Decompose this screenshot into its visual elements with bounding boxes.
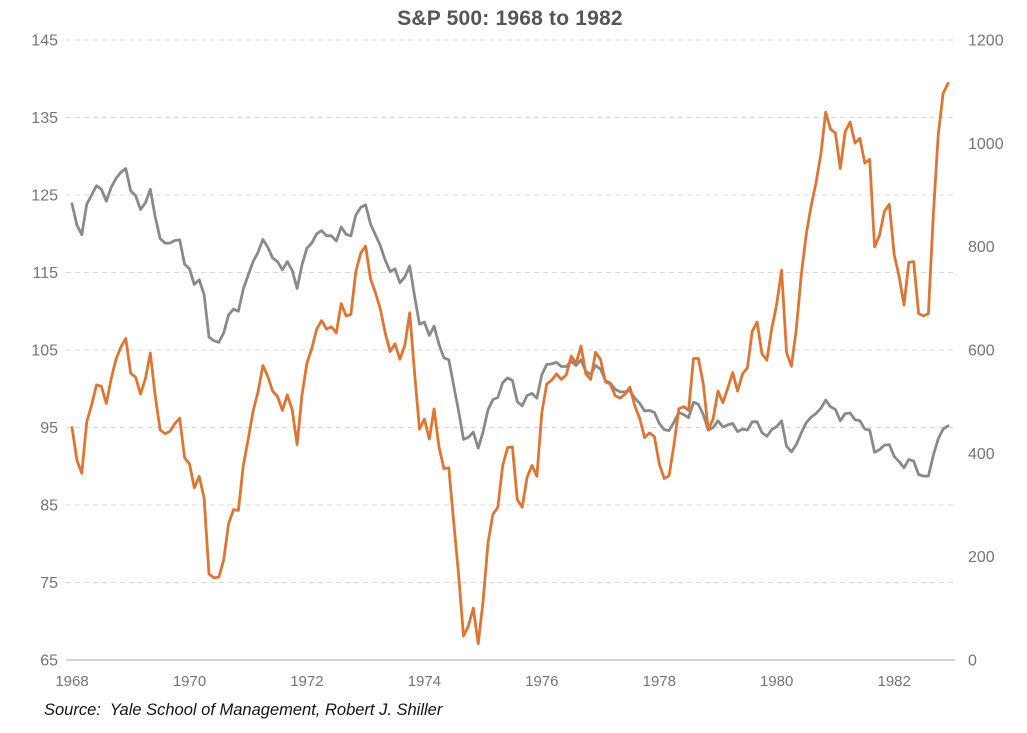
source-note: Source: Yale School of Management, Rober… <box>44 701 443 719</box>
left-axis-tick-label: 145 <box>31 33 58 50</box>
x-axis-tick-label: 1982 <box>878 673 911 690</box>
x-axis-tick-label: 1972 <box>290 673 323 690</box>
orange-line <box>70 82 950 646</box>
left-axis-tick-label: 105 <box>31 343 58 360</box>
x-axis-tick-label: 1978 <box>643 673 676 690</box>
right-axis-tick-label: 200 <box>968 549 995 566</box>
right-axis-tick-label: 1000 <box>968 136 1004 153</box>
right-axis-tick-label: 0 <box>968 653 977 670</box>
left-axis-tick-label: 85 <box>40 498 58 515</box>
right-axis-tick-label: 400 <box>968 446 995 463</box>
gray-line <box>70 167 950 478</box>
right-axis-tick-label: 1200 <box>968 33 1004 50</box>
left-axis-tick-label: 75 <box>40 575 58 592</box>
x-axis-tick-label: 1974 <box>408 673 441 690</box>
right-axis-tick-label: 800 <box>968 239 995 256</box>
x-axis-tick-label: 1980 <box>760 673 793 690</box>
left-axis-tick-label: 125 <box>31 188 58 205</box>
x-axis-tick-label: 1976 <box>525 673 558 690</box>
left-axis-tick-label: 135 <box>31 110 58 127</box>
chart-title: S&P 500: 1968 to 1982 <box>397 7 623 30</box>
right-axis-tick-label: 600 <box>968 343 995 360</box>
x-axis-tick-label: 1970 <box>173 673 206 690</box>
left-axis-tick-label: 65 <box>40 653 58 670</box>
left-axis-tick-label: 115 <box>32 265 58 282</box>
left-axis-tick-label: 95 <box>40 420 58 437</box>
x-axis-tick-label: 1968 <box>55 673 88 690</box>
